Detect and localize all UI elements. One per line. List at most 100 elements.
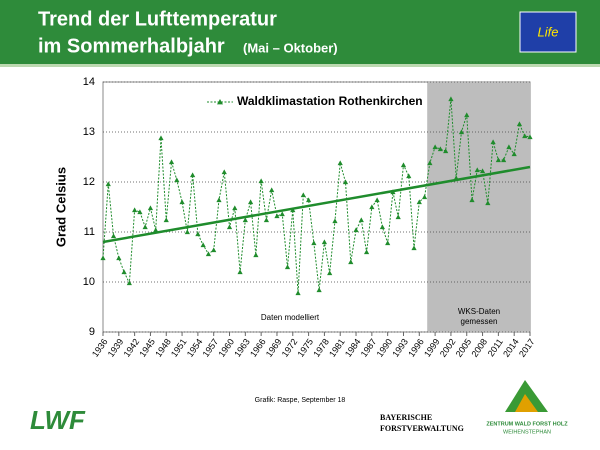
point — [495, 157, 501, 163]
point — [179, 199, 185, 205]
y-axis-label: Grad Celsius — [53, 167, 68, 247]
point — [279, 211, 285, 217]
point — [132, 207, 138, 213]
point — [248, 199, 254, 205]
point — [184, 229, 190, 235]
point — [400, 162, 407, 168]
point — [300, 192, 306, 198]
point — [327, 270, 333, 276]
header-bar — [0, 0, 600, 64]
point — [153, 227, 159, 233]
point — [474, 167, 480, 173]
header-rule — [0, 64, 600, 67]
lwf-logo: LWF — [30, 405, 86, 435]
annotation: gemessen — [461, 317, 498, 326]
point — [432, 144, 438, 150]
point — [369, 204, 375, 210]
point — [126, 280, 132, 286]
point — [479, 168, 486, 174]
point — [168, 159, 175, 165]
y-tick-label: 10 — [83, 276, 95, 288]
point — [321, 239, 328, 245]
point — [511, 151, 517, 157]
point — [516, 121, 523, 127]
title: Trend der Lufttemperatur — [38, 8, 277, 30]
point — [105, 181, 111, 187]
zentrum-logo: ZENTRUM WALD FORST HOLZ — [486, 421, 568, 427]
point — [232, 205, 238, 211]
point — [137, 209, 143, 215]
point — [337, 160, 343, 166]
point — [226, 224, 233, 230]
point — [221, 169, 227, 175]
credit: Grafik: Raspe, September 18 — [255, 397, 346, 404]
point — [348, 259, 354, 265]
logo-text: Life — [538, 24, 559, 39]
point — [195, 231, 201, 237]
point — [506, 144, 512, 150]
point — [448, 96, 454, 102]
point — [427, 160, 433, 166]
point — [464, 112, 470, 118]
point — [110, 233, 117, 239]
point — [522, 133, 528, 139]
point — [411, 245, 417, 251]
point — [363, 249, 370, 255]
point — [379, 224, 385, 230]
point — [174, 177, 180, 183]
point — [421, 194, 428, 200]
point — [332, 218, 338, 224]
point — [121, 269, 127, 275]
eu-logo — [519, 11, 577, 53]
point — [147, 205, 154, 211]
point — [501, 157, 507, 163]
point — [490, 139, 496, 145]
zentrum-icon — [515, 394, 538, 412]
point — [242, 217, 248, 223]
point — [284, 264, 291, 270]
y-tick-label: 13 — [83, 126, 95, 138]
title: im Sommerhalbjahr — [38, 35, 225, 57]
point — [190, 172, 196, 178]
point — [200, 242, 206, 248]
point — [342, 179, 349, 185]
point — [216, 197, 222, 203]
legend-label: Waldklimastation Rothenkirchen — [237, 94, 423, 108]
point — [416, 199, 422, 205]
trend-line — [102, 165, 531, 244]
point — [458, 129, 465, 135]
point — [269, 187, 275, 193]
title-note: (Mai – Oktober) — [243, 40, 338, 55]
point — [142, 224, 148, 230]
point — [290, 207, 296, 213]
point — [100, 255, 106, 261]
point — [237, 269, 243, 275]
point — [527, 134, 533, 140]
point — [395, 214, 401, 220]
chart: 9101112131419361939194219451948195119541… — [53, 76, 536, 359]
bayern-logo: BAYERISCHE — [380, 413, 432, 422]
point — [453, 175, 459, 181]
point — [385, 240, 391, 246]
point — [263, 217, 270, 223]
legend-marker — [217, 99, 223, 105]
point — [443, 148, 449, 154]
point — [163, 217, 169, 223]
point — [353, 227, 359, 233]
point — [374, 197, 380, 203]
point — [469, 197, 475, 203]
point — [316, 287, 322, 293]
y-tick-label: 11 — [84, 226, 95, 238]
point — [158, 135, 164, 141]
annotation: WKS-Daten — [458, 307, 500, 316]
point — [211, 247, 217, 253]
y-tick-label: 9 — [89, 326, 95, 338]
point — [406, 173, 412, 179]
point — [485, 200, 491, 206]
point — [305, 197, 312, 203]
y-tick-label: 12 — [83, 176, 95, 188]
point — [253, 252, 259, 258]
point — [390, 189, 396, 195]
